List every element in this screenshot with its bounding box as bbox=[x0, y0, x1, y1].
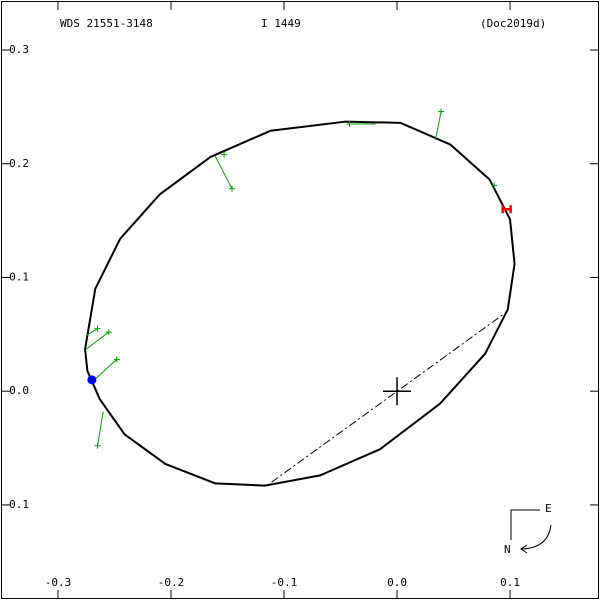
observation bbox=[94, 325, 101, 332]
observation bbox=[105, 329, 112, 336]
compass-north: N bbox=[504, 543, 511, 556]
y-tick-label: -0.1 bbox=[3, 498, 30, 511]
residual bbox=[92, 358, 118, 382]
y-tick-label: 0.2 bbox=[9, 157, 29, 170]
residual bbox=[97, 411, 104, 446]
compass-east: E bbox=[545, 502, 552, 515]
x-tick-label: -0.1 bbox=[271, 576, 298, 589]
y-tick-label: 0.3 bbox=[9, 43, 29, 56]
residual bbox=[85, 331, 110, 350]
residual bbox=[214, 155, 233, 190]
compass-arrow bbox=[521, 524, 552, 550]
residual bbox=[85, 328, 98, 336]
current-position bbox=[501, 205, 512, 214]
observation bbox=[221, 151, 228, 158]
x-tick-label: -0.2 bbox=[158, 576, 185, 589]
observation bbox=[346, 120, 353, 127]
y-tick-label: 0.1 bbox=[9, 270, 29, 283]
chart-title: WDS 21551-3148 bbox=[60, 17, 153, 30]
observation bbox=[94, 442, 101, 449]
compass-axes bbox=[510, 509, 540, 540]
chart-subtitle: I 1449 bbox=[261, 17, 301, 30]
reference: (Doc2019d) bbox=[480, 17, 546, 30]
observation bbox=[229, 185, 236, 192]
observation bbox=[491, 182, 498, 189]
observation bbox=[438, 108, 445, 115]
periastron bbox=[87, 375, 97, 385]
observation bbox=[113, 356, 120, 363]
x-tick-label: 0.0 bbox=[387, 576, 407, 589]
line-of-nodes bbox=[271, 312, 506, 483]
x-tick-label: 0.1 bbox=[500, 576, 520, 589]
orbit bbox=[84, 120, 516, 487]
residual bbox=[434, 111, 442, 140]
compass-arrowhead bbox=[520, 544, 528, 554]
y-tick-label: 0.0 bbox=[9, 384, 29, 397]
primary-star bbox=[383, 377, 412, 406]
x-tick-label: -0.3 bbox=[45, 576, 72, 589]
